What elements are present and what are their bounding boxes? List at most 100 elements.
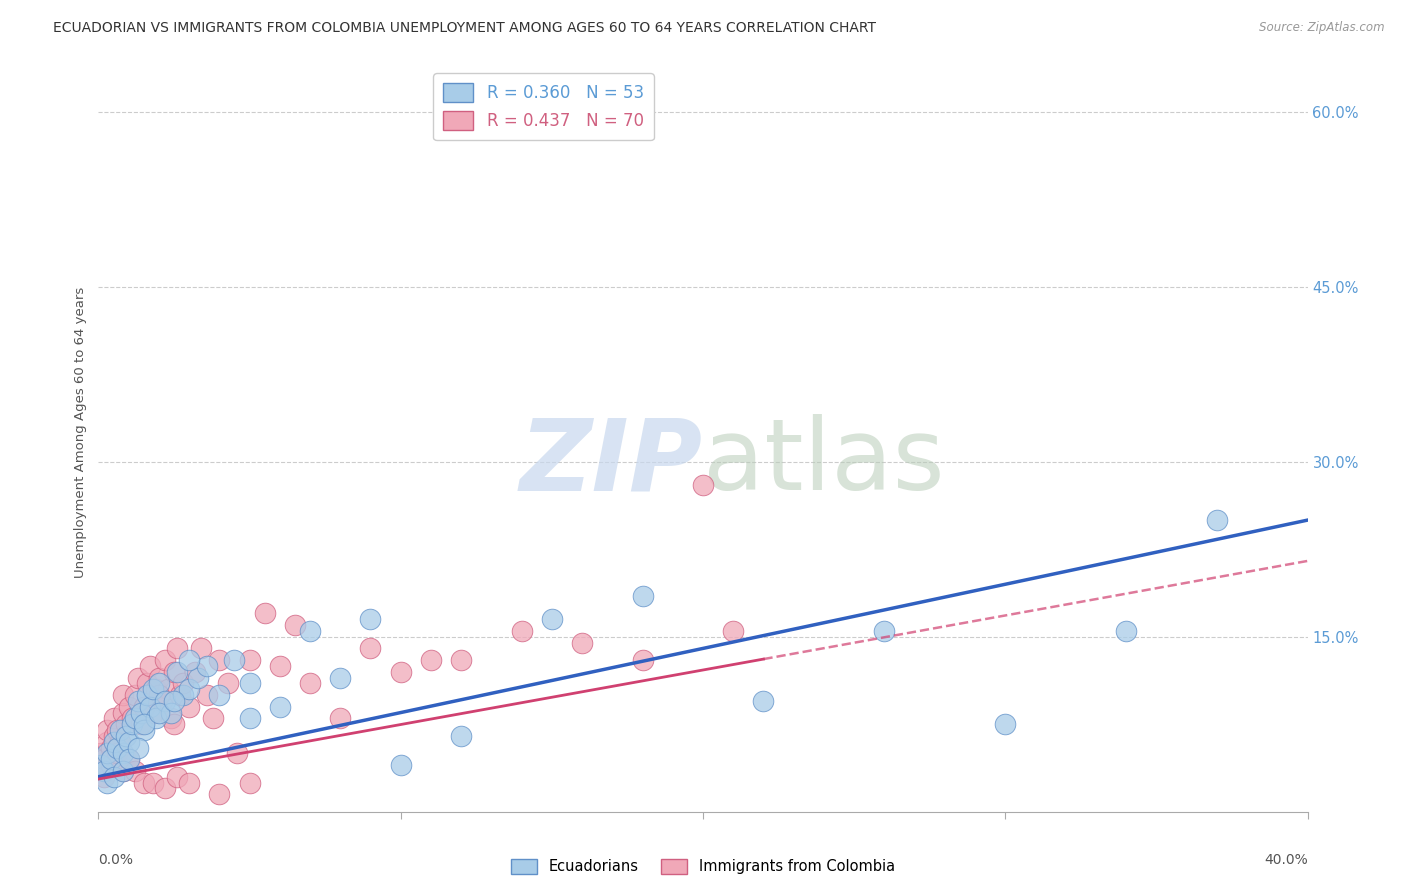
Point [93,764,115,778]
Point [145,682,167,697]
Point [105,747,128,761]
Point [163,717,186,731]
Point [253,607,276,621]
Point [239,676,262,690]
Point [153,653,176,667]
Legend: Ecuadorians, Immigrants from Colombia: Ecuadorians, Immigrants from Colombia [505,853,901,880]
Point [187,671,209,685]
Point [163,665,186,679]
Point [108,723,131,737]
Point [329,671,352,685]
Point [450,729,472,743]
Point [127,671,149,685]
Point [360,641,382,656]
Point [179,653,201,667]
Point [139,659,162,673]
Point [145,711,167,725]
Point [135,688,157,702]
Point [208,787,231,801]
Point [150,694,173,708]
Text: atlas: atlas [703,415,945,511]
Text: Source: ZipAtlas.com: Source: ZipAtlas.com [1260,21,1385,34]
Point [631,589,654,603]
Point [217,676,239,690]
Point [96,735,118,749]
Point [299,676,322,690]
Point [389,758,412,772]
Point [100,740,122,755]
Point [132,699,155,714]
Point [420,653,443,667]
Point [142,775,165,789]
Point [179,682,201,697]
Point [172,676,194,690]
Point [190,641,212,656]
Point [329,711,352,725]
Point [1206,513,1229,527]
Point [360,612,382,626]
Point [90,747,112,761]
Text: ECUADORIAN VS IMMIGRANTS FROM COLOMBIA UNEMPLOYMENT AMONG AGES 60 TO 64 YEARS CO: ECUADORIAN VS IMMIGRANTS FROM COLOMBIA U… [53,21,876,35]
Point [111,764,134,778]
Point [118,699,141,714]
Point [723,624,745,638]
Point [752,694,775,708]
Point [129,717,152,731]
Y-axis label: Unemployment Among Ages 60 to 64 years: Unemployment Among Ages 60 to 64 years [75,287,87,578]
Point [692,478,714,492]
Point [269,699,291,714]
Text: 40.0%: 40.0% [1264,854,1308,867]
Point [103,770,125,784]
Point [153,694,176,708]
Point [111,706,134,720]
Point [93,770,115,784]
Point [100,752,122,766]
Point [166,770,188,784]
Point [284,618,307,632]
Point [208,653,231,667]
Point [148,706,170,720]
Point [100,758,122,772]
Point [132,717,155,731]
Point [118,735,141,749]
Point [450,653,472,667]
Point [1115,624,1137,638]
Point [172,688,194,702]
Point [239,775,262,789]
Point [129,706,152,720]
Point [96,723,118,737]
Point [195,659,218,673]
Point [103,735,125,749]
Point [631,653,654,667]
Point [179,699,201,714]
Point [226,747,249,761]
Point [160,706,183,720]
Point [105,740,128,755]
Point [96,775,118,789]
Point [239,711,262,725]
Point [90,758,112,772]
Point [184,665,207,679]
Point [114,729,136,743]
Point [114,717,136,731]
Point [142,682,165,697]
Point [118,752,141,766]
Point [127,740,149,755]
Point [208,688,231,702]
Point [166,665,188,679]
Point [994,717,1017,731]
Point [873,624,896,638]
Point [132,723,155,737]
Point [108,735,131,749]
Point [148,688,170,702]
Point [142,706,165,720]
Point [124,688,146,702]
Point [127,694,149,708]
Point [169,688,191,702]
Point [202,711,225,725]
Point [105,723,128,737]
Point [121,711,143,725]
Point [121,717,143,731]
Point [571,635,593,649]
Point [148,671,170,685]
